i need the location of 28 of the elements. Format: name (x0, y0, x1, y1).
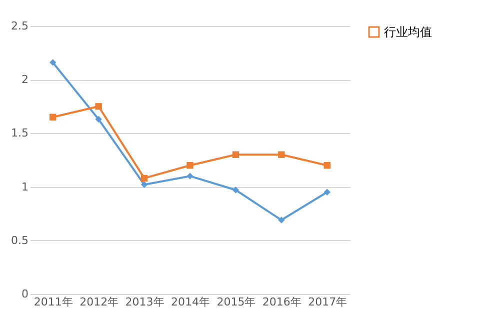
point (95, 103, 102, 110)
y-tick-label: 1.5 (11, 126, 28, 140)
x-tick-label: 2013年 (125, 296, 164, 308)
point (95, 116, 102, 123)
x-tick-label: 2011年 (34, 296, 73, 308)
x-tick-label: 2016年 (262, 296, 302, 308)
point (232, 186, 240, 194)
point (232, 151, 240, 158)
point (324, 162, 330, 169)
y-tick-label: 2 (22, 73, 28, 86)
x-tick-label: 2017年 (308, 296, 348, 308)
point (324, 188, 330, 196)
x-tick-label: 2014年 (171, 296, 210, 308)
point (140, 181, 148, 188)
point (278, 216, 285, 224)
point (278, 151, 285, 158)
point (50, 59, 56, 66)
y-tick-label: 1 (22, 180, 28, 194)
point (186, 172, 194, 180)
legend-label: 行业均值 (384, 25, 432, 39)
x-tick-label: 2012年 (80, 296, 119, 308)
y-tick-label: 0.5 (11, 234, 28, 247)
x-tick-label: 2015年 (216, 296, 256, 308)
point (140, 174, 148, 182)
point (186, 162, 194, 169)
y-tick-label: 0 (22, 288, 28, 300)
y-tick-label: 2.5 (11, 20, 28, 32)
point (50, 114, 56, 120)
